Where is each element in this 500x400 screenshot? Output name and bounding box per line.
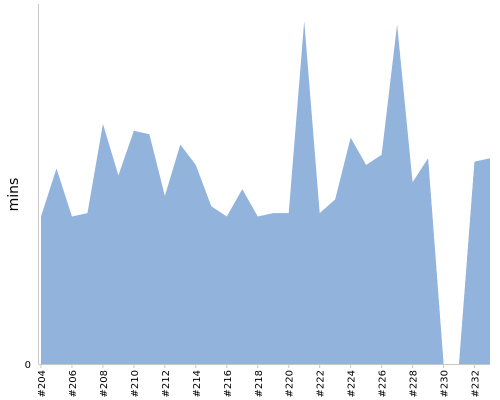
tick-labels: 0 #204 #206 #208 #210 #212 #214 #216 #218 #220 #22…	[25, 360, 482, 397]
series-area-layer	[41, 21, 490, 364]
missing-data-region	[428, 158, 475, 364]
x-tick-label: #226	[378, 370, 389, 397]
y-tick-label: 0	[25, 360, 31, 371]
x-tick-label: #204	[37, 370, 48, 397]
x-tick-label: #210	[130, 370, 141, 397]
missing-data-layer	[428, 158, 475, 364]
x-tick-label: #208	[99, 370, 110, 397]
series-area	[41, 21, 490, 364]
x-tick-label: #228	[409, 370, 420, 397]
x-tick-label: #218	[254, 370, 265, 397]
axes	[38, 4, 490, 368]
y-axis-title: mins	[6, 178, 22, 212]
x-tick-label: #232	[471, 370, 482, 397]
x-tick-label: #224	[347, 370, 358, 397]
x-tick-label: #216	[223, 370, 234, 397]
x-tick-label: #220	[285, 370, 296, 397]
x-tick-label: #212	[161, 370, 172, 397]
x-tick-label: #230	[440, 370, 451, 397]
x-tick-label: #222	[316, 370, 327, 397]
x-tick-label: #214	[192, 370, 203, 397]
x-tick-label: #206	[68, 370, 79, 397]
